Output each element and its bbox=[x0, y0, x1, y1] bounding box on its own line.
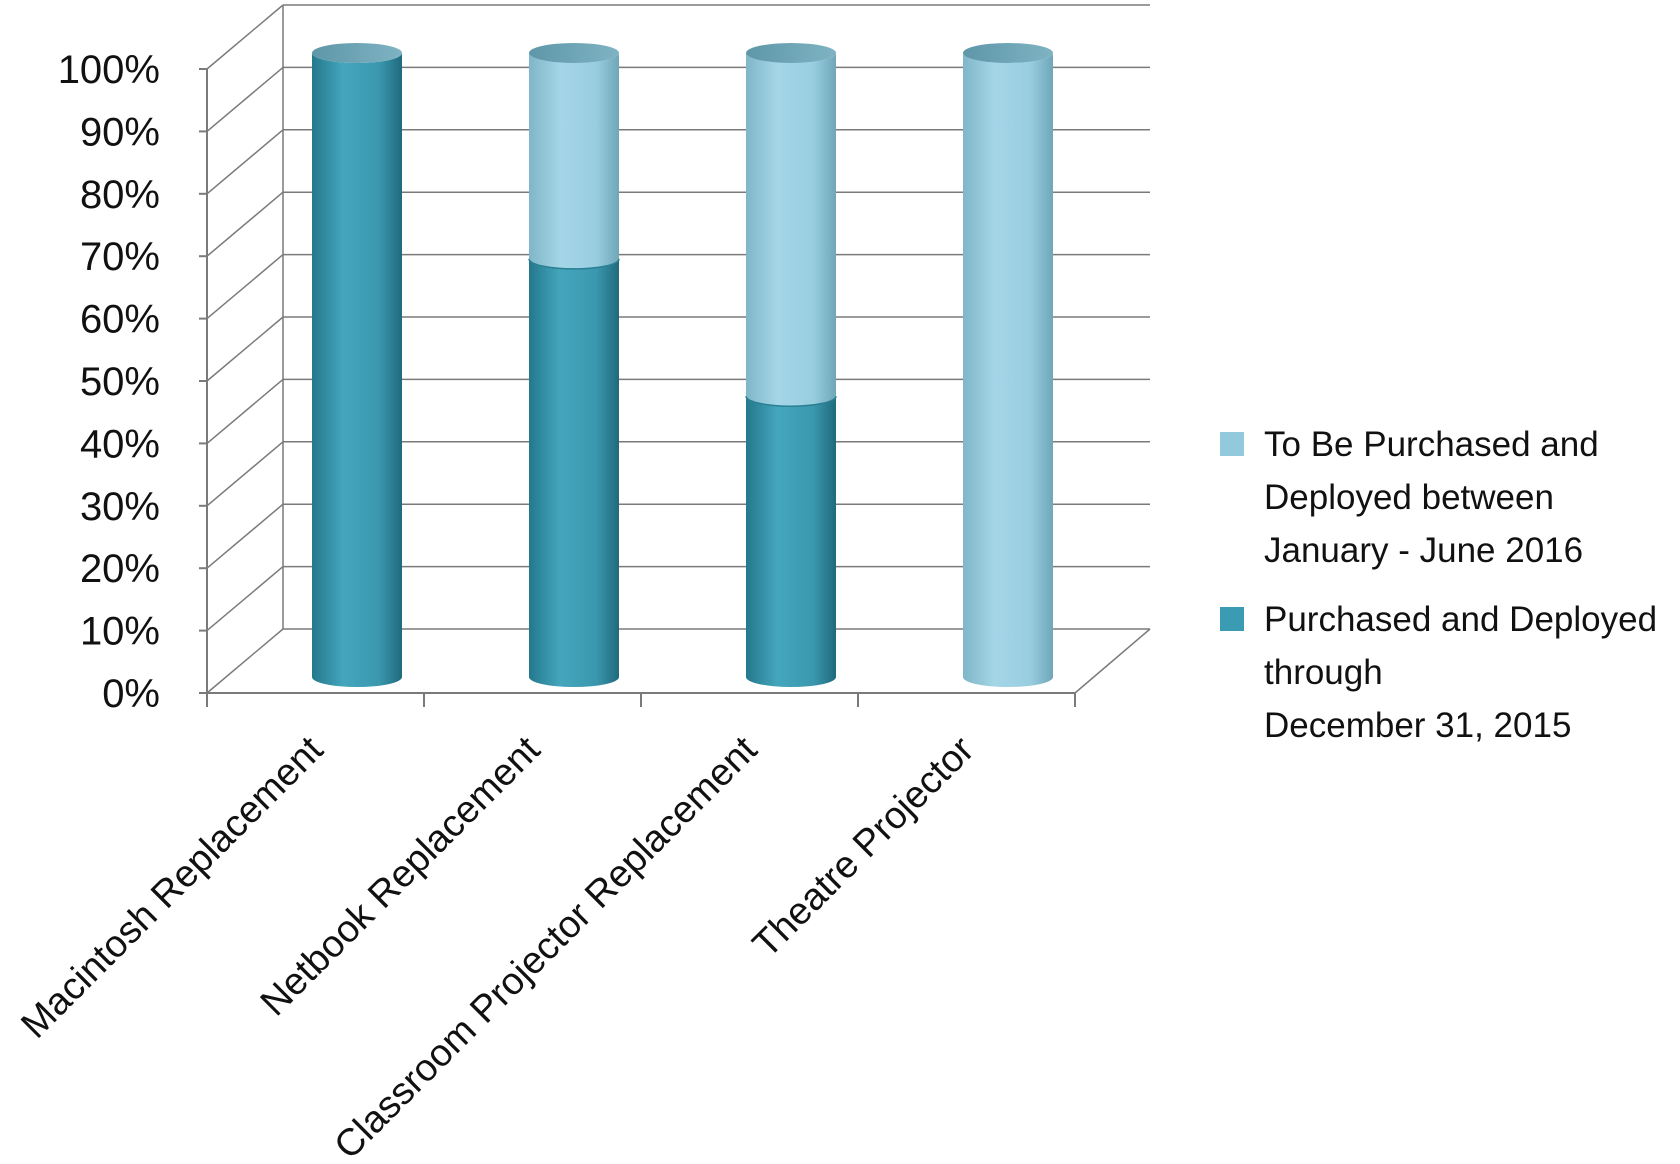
gridline-side bbox=[206, 191, 284, 257]
y-tick-label: 80% bbox=[80, 173, 160, 217]
y-tick-label: 0% bbox=[102, 672, 160, 716]
legend-item-purchased-deployed: Purchased and Deployed through December … bbox=[1220, 593, 1670, 752]
gridline-side bbox=[206, 254, 284, 320]
floor-edge bbox=[1074, 628, 1151, 694]
bar-top-cap bbox=[529, 43, 619, 63]
gridline-side bbox=[206, 503, 284, 569]
axes bbox=[199, 5, 1151, 707]
y-tick-labels: 0% 10% 20% 30% 40% 50% 60% 70% 80% 90% 100% bbox=[58, 48, 160, 716]
legend-label-to-be-purchased: To Be Purchased and Deployed between Jan… bbox=[1264, 425, 1599, 570]
bar-segment bbox=[963, 53, 1053, 687]
y-tick-label: 60% bbox=[80, 298, 160, 342]
gridline-side bbox=[206, 316, 284, 382]
y-tick-label: 100% bbox=[58, 48, 160, 92]
bar-segment-edge bbox=[528, 258, 620, 270]
y-tick-label: 40% bbox=[80, 422, 160, 466]
legend-swatch-to-be-purchased bbox=[1220, 432, 1244, 456]
bar-segment bbox=[746, 396, 836, 687]
y-tick-label: 20% bbox=[80, 547, 160, 591]
legend-label-purchased-deployed: Purchased and Deployed through December … bbox=[1264, 600, 1658, 745]
x-tick-label: Theatre Projector bbox=[745, 728, 983, 966]
bar-segment bbox=[529, 258, 619, 687]
gridline-side bbox=[206, 628, 284, 694]
legend-item-to-be-purchased: To Be Purchased and Deployed between Jan… bbox=[1220, 418, 1670, 577]
y-tick-label: 50% bbox=[80, 360, 160, 404]
x-tick-label: Classroom Projector Replacement bbox=[326, 728, 765, 1159]
bar-segment-edge bbox=[745, 396, 837, 407]
gridline-side bbox=[206, 441, 284, 507]
gridline-side bbox=[206, 66, 284, 132]
gridline-side bbox=[206, 4, 284, 70]
legend-swatch-purchased-deployed bbox=[1220, 607, 1244, 631]
y-tick-label: 70% bbox=[80, 235, 160, 279]
bar-segment bbox=[746, 53, 836, 407]
legend: To Be Purchased and Deployed between Jan… bbox=[1220, 418, 1670, 768]
gridline-side bbox=[206, 566, 284, 632]
bars bbox=[312, 43, 1053, 687]
y-tick-label: 30% bbox=[80, 485, 160, 529]
bar-top-cap bbox=[312, 43, 402, 63]
bar-top-cap bbox=[746, 43, 836, 63]
gridline-side bbox=[206, 378, 284, 444]
bar-segment bbox=[312, 53, 402, 687]
y-tick-label: 90% bbox=[80, 110, 160, 154]
bar-segment bbox=[529, 53, 619, 269]
y-tick-label: 10% bbox=[80, 610, 160, 654]
gridline-side bbox=[206, 129, 284, 195]
bar-top-cap bbox=[963, 43, 1053, 63]
